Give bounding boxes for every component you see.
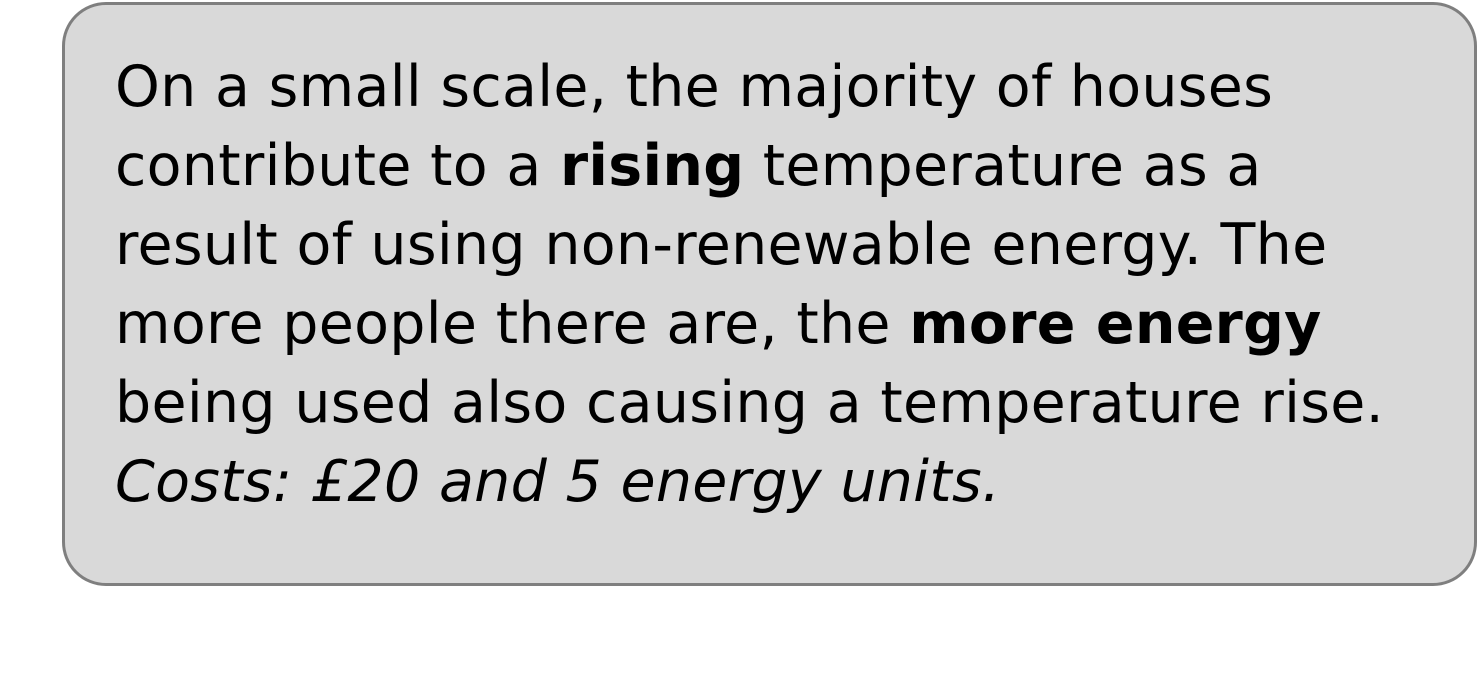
cost-line: Costs: £20 and 5 energy units. [115, 443, 1455, 522]
text-line: being used also causing a temperature ri… [115, 364, 1455, 443]
text-line: contribute to a rising temperature as a [115, 127, 1455, 206]
text-segment: more people there are, the [115, 291, 910, 357]
text-segment: being used also causing a temperature ri… [115, 370, 1385, 436]
text-line: On a small scale, the majority of houses [115, 48, 1455, 127]
cost-text: Costs: £20 and 5 energy units. [115, 449, 1001, 515]
card-description: On a small scale, the majority of houses… [115, 48, 1455, 522]
emphasis-rising: rising [560, 133, 745, 199]
text-segment: temperature as a [744, 133, 1262, 199]
text-segment: result of using non-renewable energy. Th… [115, 212, 1328, 278]
text-segment: On a small scale, the majority of houses [115, 54, 1274, 120]
text-line: result of using non-renewable energy. Th… [115, 206, 1455, 285]
text-line: more people there are, the more energy [115, 285, 1455, 364]
info-card [62, 2, 1477, 586]
text-segment: contribute to a [115, 133, 560, 199]
emphasis-more-energy: more energy [909, 291, 1322, 357]
